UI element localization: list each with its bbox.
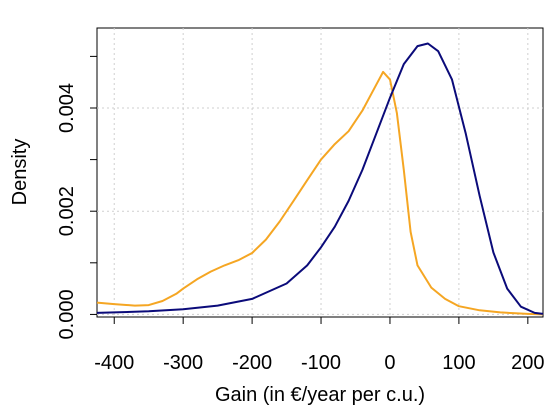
y-axis: 0.000 0.002 0.004: [56, 56, 97, 339]
grid-lines: [97, 28, 543, 317]
series-line-1: [97, 44, 543, 314]
x-tick-label-5: 100: [442, 352, 475, 374]
plot-box: [97, 28, 543, 317]
y-tick-label-1: 0.002: [56, 186, 78, 236]
x-tick-label-6: 200: [511, 352, 544, 374]
series-lines: [97, 44, 543, 315]
x-tick-label-4: 0: [384, 352, 395, 374]
y-tick-label-2: 0.004: [56, 83, 78, 133]
x-tick-label-1: -300: [163, 352, 203, 374]
x-axis-title: Gain (in €/year per c.u.): [215, 384, 425, 406]
x-axis: -400 -300 -200 -100 0 100 200: [94, 317, 544, 374]
y-axis-title: Density: [9, 139, 31, 206]
x-tick-label-2: -200: [232, 352, 272, 374]
x-tick-label-3: -100: [301, 352, 341, 374]
x-tick-label-0: -400: [94, 352, 134, 374]
y-tick-label-0: 0.000: [56, 289, 78, 339]
